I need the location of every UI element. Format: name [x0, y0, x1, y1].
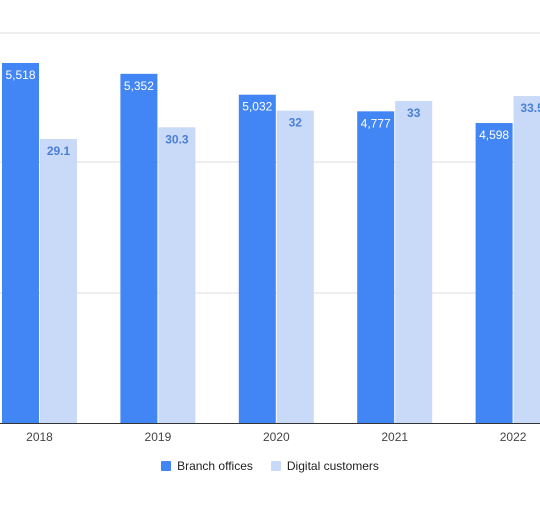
data-labels: 5,518 29.1 5,352 30.3 5,032 32 4,777 33 4,598 33.… — [5, 68, 540, 158]
bar-digital-customers — [395, 100, 433, 423]
bar-digital-customers — [513, 96, 540, 424]
x-axis-ticks: 2018 2019 2020 2021 2022 — [26, 430, 527, 444]
legend-label-branch-offices: Branch offices — [177, 459, 253, 473]
bar-branch-offices — [238, 94, 276, 423]
data-label-branch-offices: 4,777 — [361, 116, 391, 130]
data-label-branch-offices: 4,598 — [479, 128, 509, 142]
x-tick-label: 2021 — [381, 430, 408, 444]
bar-branch-offices — [357, 111, 395, 424]
data-label-digital-customers: 30.3 — [165, 132, 189, 146]
bars — [2, 63, 540, 424]
data-label-digital-customers: 32 — [289, 116, 303, 130]
data-label-digital-customers: 33 — [407, 106, 421, 120]
x-tick-label: 2019 — [145, 430, 172, 444]
legend-label-digital-customers: Digital customers — [286, 459, 379, 473]
data-label-branch-offices: 5,518 — [5, 68, 35, 82]
bar-branch-offices — [475, 123, 513, 424]
data-label-branch-offices: 5,032 — [242, 100, 272, 114]
bar-digital-customers — [40, 139, 77, 423]
legend-swatch-branch-offices — [161, 461, 172, 471]
x-tick-label: 2020 — [263, 430, 290, 444]
x-tick-label: 2022 — [500, 430, 527, 444]
bar-branch-offices — [2, 63, 39, 423]
data-label-digital-customers: 29.1 — [47, 144, 71, 158]
legend-item-branch-offices[interactable]: Branch offices — [161, 459, 253, 473]
data-label-digital-customers: 33.5 — [520, 101, 540, 115]
x-tick-label: 2018 — [26, 430, 53, 444]
data-label-branch-offices: 5,352 — [124, 79, 154, 93]
legend-swatch-digital-customers — [270, 461, 281, 471]
legend: Branch offices Digital customers — [0, 459, 540, 473]
bar-digital-customers — [158, 127, 196, 423]
bar-digital-customers — [276, 110, 314, 423]
legend-item-digital-customers[interactable]: Digital customers — [270, 459, 379, 473]
bar-branch-offices — [120, 73, 158, 423]
